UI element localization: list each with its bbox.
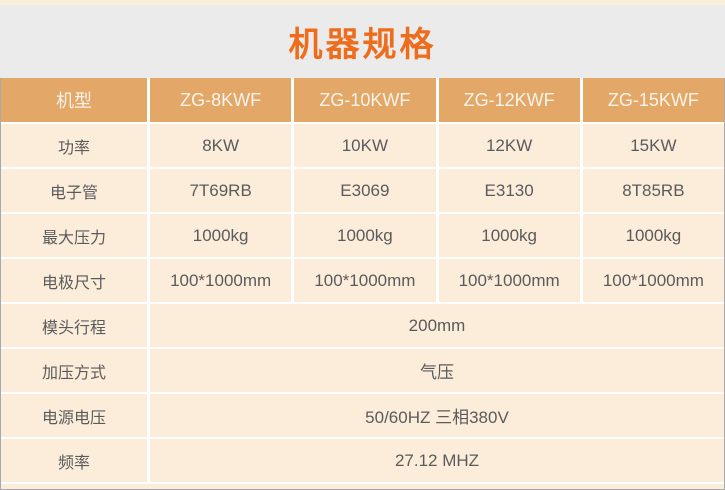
- cell-max-pressure-4: 1000kg: [582, 214, 724, 257]
- column-header-zg8kwf: ZG-8KWF: [150, 78, 292, 122]
- table-footer-strip: [1, 484, 724, 489]
- row-label-die-stroke: 模头行程: [1, 304, 147, 347]
- row-label-frequency: 频率: [1, 439, 147, 482]
- row-label-tube: 电子管: [1, 169, 147, 212]
- cell-press-method: 气压: [150, 349, 724, 392]
- column-header-zg10kwf: ZG-10KWF: [294, 78, 436, 122]
- cell-power-3: 12KW: [438, 124, 580, 167]
- cell-power-1: 8KW: [150, 124, 292, 167]
- title-banner: 机器规格: [0, 5, 725, 78]
- page-title: 机器规格: [288, 26, 437, 64]
- cell-die-stroke: 200mm: [150, 304, 724, 347]
- cell-tube-3: E3130: [438, 169, 580, 212]
- spec-table: 机型 ZG-8KWF ZG-10KWF ZG-12KWF ZG-15KWF 功率…: [0, 78, 725, 490]
- cell-electrode-size-4: 100*1000mm: [582, 259, 724, 302]
- row-label-press-method: 加压方式: [1, 349, 147, 392]
- row-label-max-pressure: 最大压力: [1, 214, 147, 257]
- column-header-zg12kwf: ZG-12KWF: [438, 78, 580, 122]
- row-label-supply-voltage: 电源电压: [1, 394, 147, 437]
- cell-power-2: 10KW: [294, 124, 436, 167]
- cell-tube-1: 7T69RB: [150, 169, 292, 212]
- cell-power-4: 15KW: [582, 124, 724, 167]
- cell-supply-voltage: 50/60HZ 三相380V: [150, 394, 724, 437]
- cell-tube-2: E3069: [294, 169, 436, 212]
- cell-electrode-size-2: 100*1000mm: [294, 259, 436, 302]
- cell-tube-4: 8T85RB: [582, 169, 724, 212]
- cell-max-pressure-1: 1000kg: [150, 214, 292, 257]
- column-header-zg15kwf: ZG-15KWF: [582, 78, 724, 122]
- row-label-power: 功率: [1, 124, 147, 167]
- cell-max-pressure-3: 1000kg: [438, 214, 580, 257]
- cell-max-pressure-2: 1000kg: [294, 214, 436, 257]
- column-header-model: 机型: [1, 78, 147, 122]
- top-strip: [0, 0, 725, 5]
- cell-electrode-size-1: 100*1000mm: [150, 259, 292, 302]
- row-label-electrode-size: 电极尺寸: [1, 259, 147, 302]
- cell-electrode-size-3: 100*1000mm: [438, 259, 580, 302]
- cell-frequency: 27.12 MHZ: [150, 439, 724, 482]
